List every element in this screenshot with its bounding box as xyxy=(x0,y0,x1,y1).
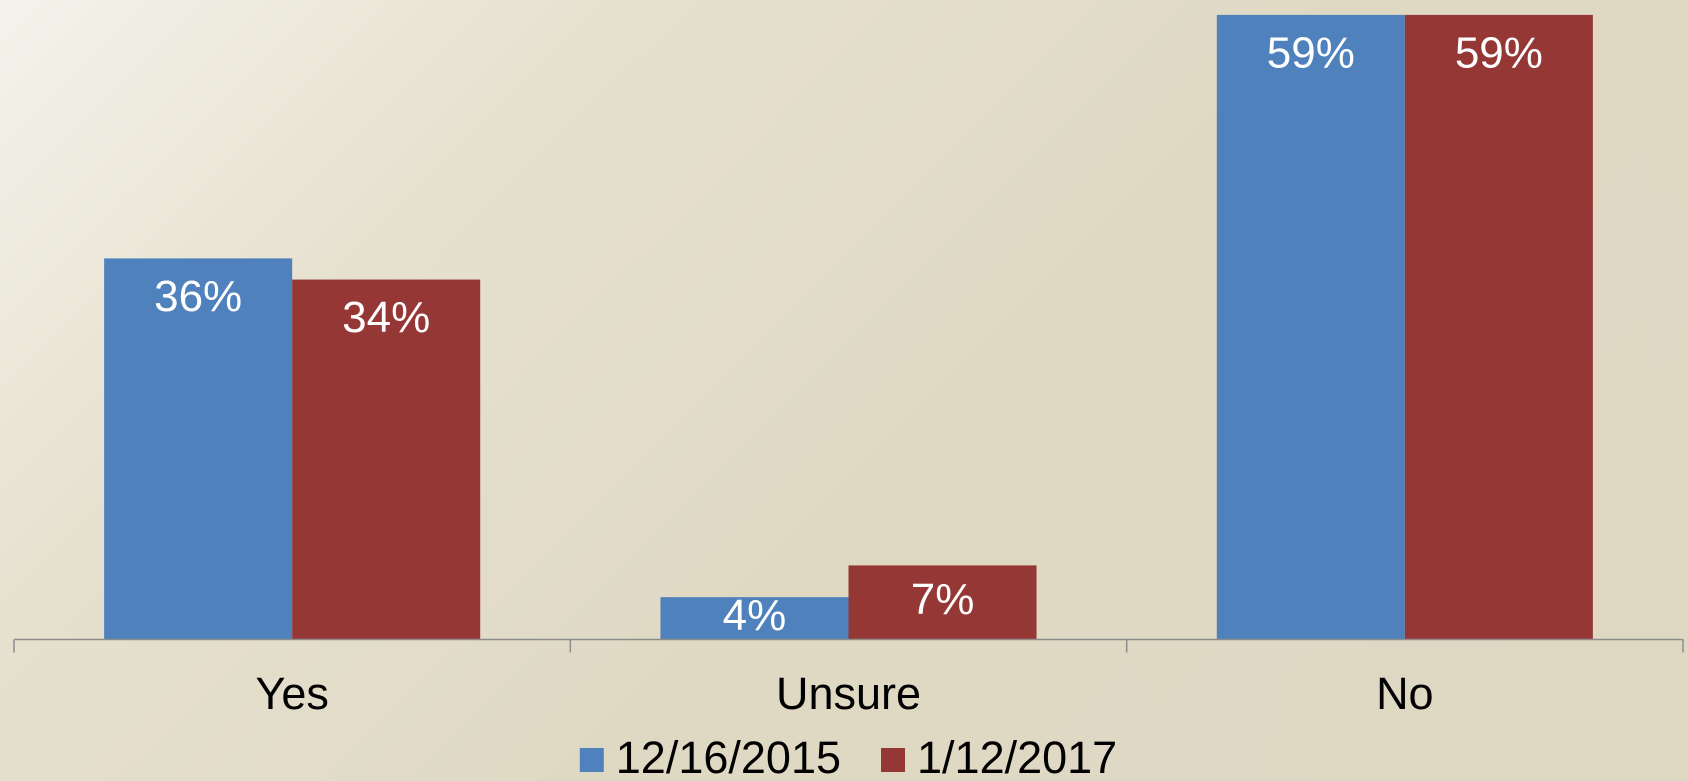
x-tick-label: Unsure xyxy=(776,668,921,719)
data-label: 34% xyxy=(342,293,430,342)
bar xyxy=(848,565,1037,640)
bar xyxy=(660,597,849,640)
data-label: 4% xyxy=(723,591,787,640)
x-tick-label: Yes xyxy=(255,668,328,719)
legend-label: 1/12/2017 xyxy=(917,732,1117,781)
bar xyxy=(292,279,481,640)
x-tick-label: No xyxy=(1376,668,1434,719)
bar xyxy=(1216,14,1405,640)
data-label: 59% xyxy=(1267,29,1355,78)
legend-swatch xyxy=(579,748,604,772)
bar xyxy=(1404,14,1593,640)
data-label: 7% xyxy=(911,575,975,624)
legend-label: 12/16/2015 xyxy=(616,732,841,781)
data-label: 59% xyxy=(1455,29,1543,78)
legend-swatch xyxy=(881,748,906,772)
bar xyxy=(104,258,293,640)
data-label: 36% xyxy=(154,272,242,321)
